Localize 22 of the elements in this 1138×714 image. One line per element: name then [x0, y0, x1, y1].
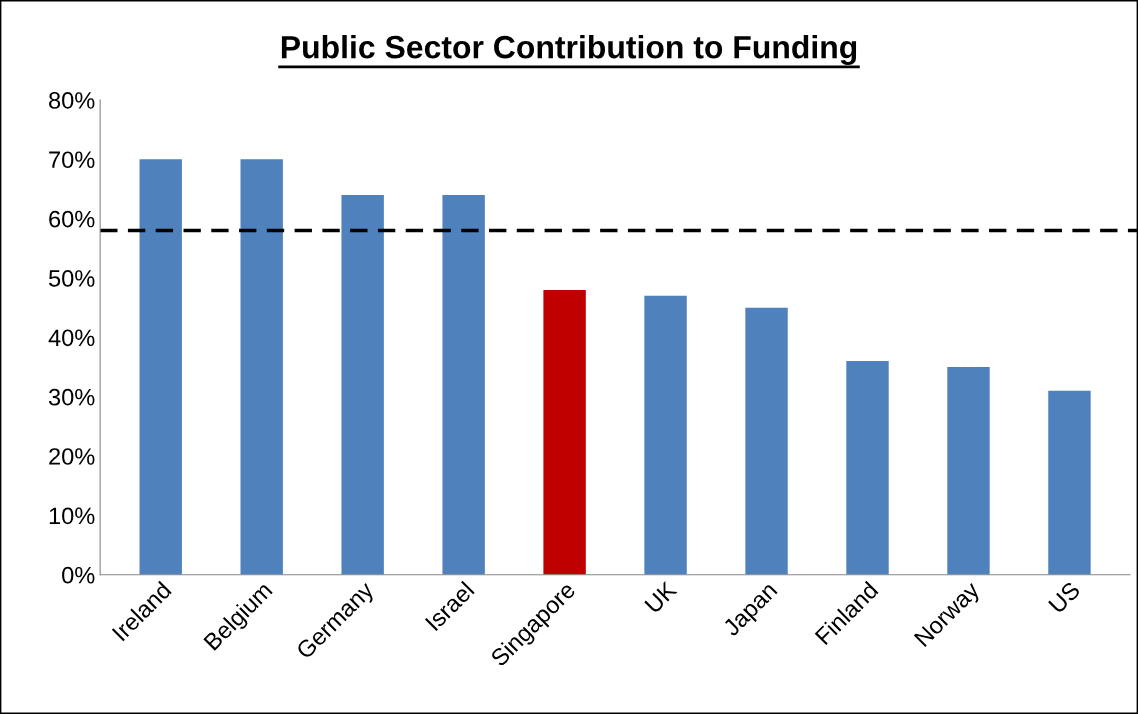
y-tick-label: 60%: [49, 210, 95, 228]
bar: [644, 295, 687, 575]
y-tick-label: 10%: [49, 507, 95, 525]
bar: [543, 289, 586, 575]
bar: [947, 367, 990, 575]
y-tick-label: 50%: [48, 270, 95, 287]
bar: [1048, 390, 1091, 575]
y-tick-label: 0%: [62, 566, 95, 584]
x-tick-label: US: [1047, 580, 1081, 614]
y-tick-label: 20%: [49, 448, 95, 465]
bar: [846, 361, 889, 575]
bar: [139, 159, 182, 575]
y-tick-label: 80%: [49, 92, 95, 109]
bar: [745, 307, 788, 575]
y-tick-label: 70%: [49, 151, 95, 169]
bar: [240, 159, 283, 575]
y-tick-label: 40%: [48, 329, 95, 347]
bar: [341, 194, 384, 575]
chart-title: Public Sector Contribution to Funding: [281, 35, 857, 65]
x-tick-label: UK: [644, 580, 678, 614]
y-tick-label: 30%: [48, 388, 95, 406]
bar: [442, 194, 485, 575]
